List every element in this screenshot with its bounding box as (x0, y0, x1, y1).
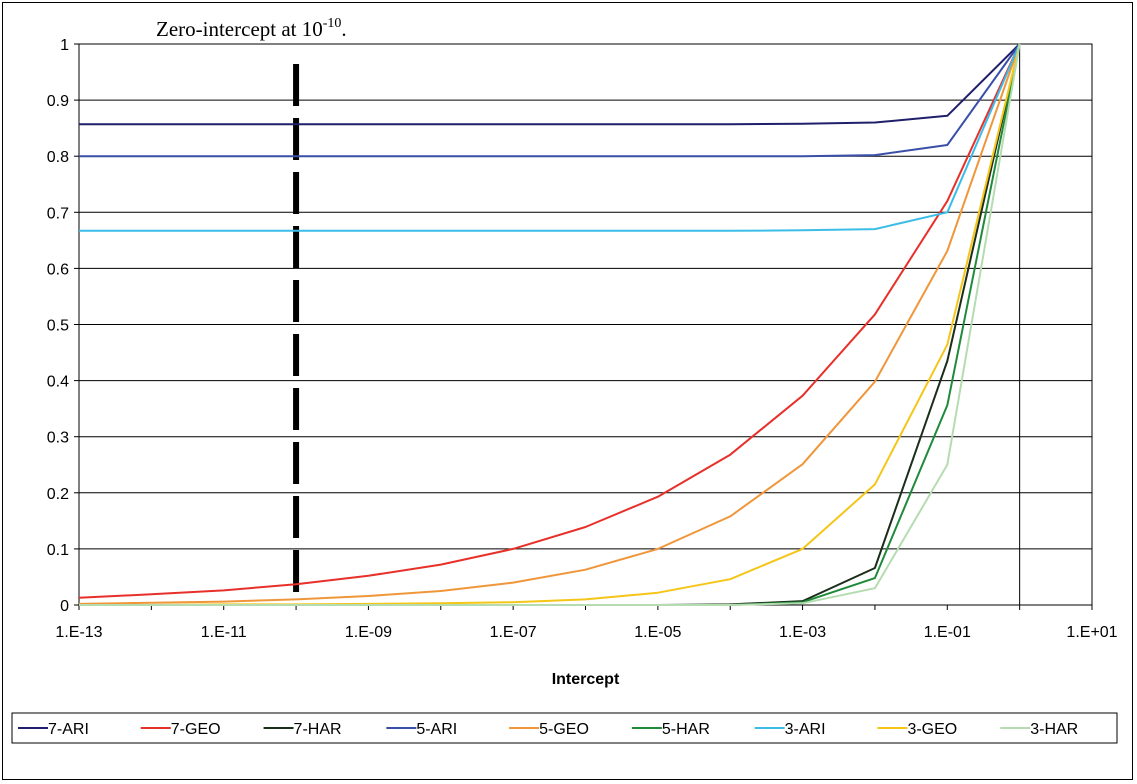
series-line-3-ARI (79, 43, 1021, 232)
y-tick-label: 0.9 (47, 93, 69, 110)
legend-label: 7-GEO (171, 721, 221, 738)
series-line-7-GEO (78, 43, 1021, 599)
series-line-5-GEO (78, 43, 1021, 605)
y-tick-label: 0.8 (47, 149, 69, 166)
zero-intercept-annotation: Zero-intercept at 10-10. (156, 16, 347, 41)
legend-label: 5-HAR (662, 721, 710, 738)
legend-label: 7-ARI (48, 721, 89, 738)
y-axis-ticks: 0 0.1 0.2 0.3 0.4 0.5 0.6 0.7 0.8 0.9 1 (47, 37, 79, 615)
x-tick-label: 1.E-03 (779, 624, 826, 641)
x-tick-label: 1.E-01 (924, 624, 971, 641)
annotation-tail: . (341, 17, 346, 41)
y-tick-label: 0.1 (47, 542, 69, 559)
legend (11, 712, 1118, 744)
x-axis-label: Intercept (552, 671, 620, 688)
legend-label: 5-GEO (539, 721, 589, 738)
y-tick-label: 1 (60, 37, 69, 54)
y-tick-label: 0.3 (47, 430, 69, 447)
x-axis-ticks: 1.E-13 1.E-11 1.E-09 1.E-07 1.E-05 1.E-03 1.E-… (55, 605, 1118, 641)
y-tick-label: 0.6 (47, 261, 69, 278)
x-tick-label: 1.E+01 (1066, 624, 1117, 641)
x-tick-label: 1.E-05 (634, 624, 681, 641)
annotation-superscript: -10 (323, 16, 342, 31)
legend-label: 3-GEO (907, 721, 957, 738)
y-tick-label: 0.2 (47, 486, 69, 503)
series-line-5-ARI (79, 43, 1021, 158)
legend-label: 7-HAR (294, 721, 342, 738)
y-tick-label: 0.4 (47, 374, 69, 391)
legend-label: 3-ARI (785, 721, 826, 738)
legend-label: 3-HAR (1030, 721, 1078, 738)
series-line-7-ARI (79, 43, 1021, 126)
x-tick-label: 1.E-11 (201, 624, 247, 641)
x-tick-label: 1.E-13 (55, 624, 102, 641)
y-tick-label: 0 (60, 598, 69, 615)
annotation-main: Zero-intercept at 10 (156, 17, 323, 41)
series-line-3-HAR (79, 43, 1021, 606)
gridlines (79, 43, 1092, 605)
x-tick-label: 1.E-07 (490, 624, 537, 641)
legend-label: 5-ARI (416, 721, 457, 738)
series-lines (78, 43, 1021, 606)
legend-items: 7-ARI 7-GEO 7-HAR 5-ARI 5-GEO 5-HAR 3-ARI 3-GEO… (18, 721, 1078, 738)
x-tick-label: 1.E-09 (345, 624, 392, 641)
y-tick-label: 0.7 (47, 205, 69, 222)
y-tick-label: 0.5 (47, 318, 69, 335)
